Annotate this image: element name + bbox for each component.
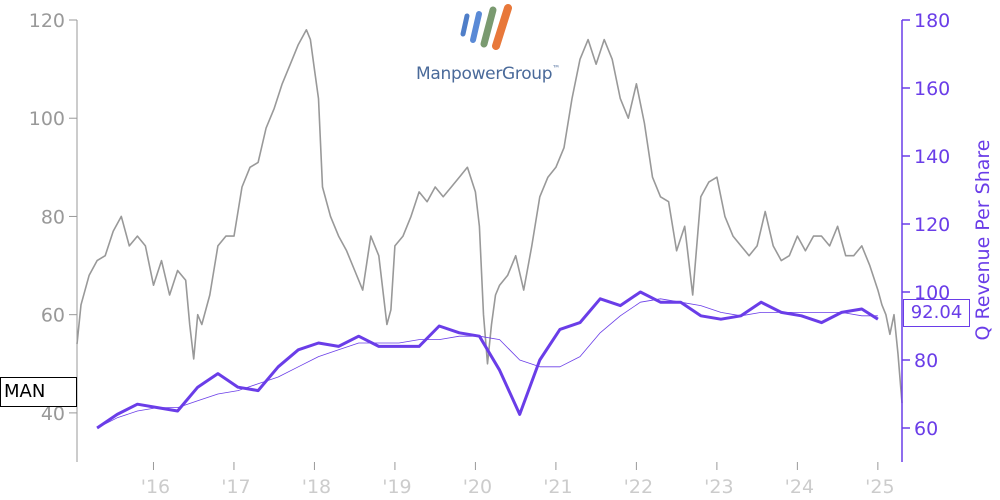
x-tick-label: '16 [141, 476, 170, 498]
logo-trademark: ™ [552, 64, 560, 73]
left-tick-label: 80 [41, 206, 65, 228]
left-tick-label: 60 [41, 305, 65, 327]
price-line [76, 28, 903, 404]
x-tick-label: '18 [302, 476, 331, 498]
revenue-trend-layer [96, 298, 878, 429]
logo-text: ManpowerGroup™ [408, 64, 568, 84]
x-tick-label: '19 [382, 476, 411, 498]
right-tick-label: 120 [914, 214, 950, 236]
x-tick-label: '17 [221, 476, 250, 498]
logo-wordmark: ManpowerGroup [416, 64, 553, 84]
x-tick-label: '25 [865, 476, 894, 498]
x-tick-label: '22 [624, 476, 653, 498]
left-y-axis: 40 60 80 100 120 [29, 10, 78, 462]
current-value-label: 92.04 [903, 299, 970, 327]
x-tick-label: '23 [704, 476, 733, 498]
right-tick-label: 140 [914, 146, 950, 168]
right-axis-label: Q Revenue Per Share [972, 140, 994, 341]
logo-mark-icon [460, 4, 512, 50]
left-tick-label: 40 [41, 403, 65, 425]
revenue-series-layer [96, 290, 879, 430]
right-tick-label: 60 [914, 418, 938, 440]
right-tick-label: 160 [914, 78, 950, 100]
x-tick-label: '20 [463, 476, 492, 498]
right-y-axis: 60 80 100 120 140 160 180 [901, 10, 950, 462]
x-tick-label: '21 [543, 476, 572, 498]
revenue-line [96, 290, 879, 430]
revenue-trend-line [96, 298, 878, 429]
right-tick-label: 80 [914, 350, 938, 372]
right-tick-label: 180 [914, 10, 950, 32]
price-series-layer [76, 28, 903, 404]
ticker-label: MAN [0, 377, 77, 407]
left-tick-label: 120 [29, 10, 65, 32]
left-tick-label: 100 [29, 108, 65, 130]
right-tick-label: 100 [914, 282, 950, 304]
x-axis: '16 '17 '18 '19 '20 '21 '22 '23 '24 '25 [141, 462, 895, 498]
manpowergroup-logo: ManpowerGroup™ [408, 2, 568, 92]
x-tick-label: '24 [785, 476, 814, 498]
